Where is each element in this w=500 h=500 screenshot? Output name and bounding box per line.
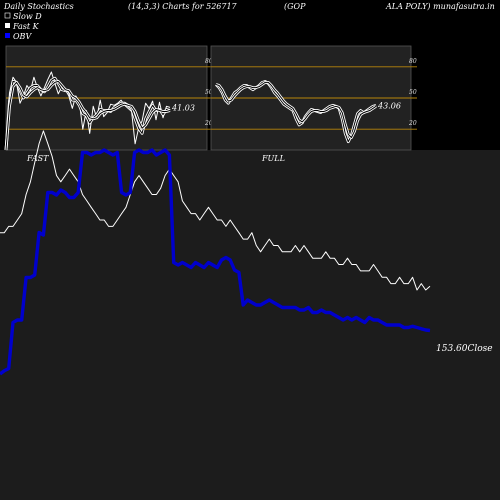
- obv-line: [0, 148, 431, 376]
- fast-panel-title: FAST: [26, 154, 49, 163]
- main-panel: [0, 150, 500, 500]
- chart-title: Daily Stochastics: [3, 2, 74, 11]
- price-line: [0, 130, 431, 291]
- full-stochastic-panel: FULL 43.06 80 50 20: [210, 45, 417, 163]
- close-price-label: 153.60Close: [436, 344, 493, 354]
- legend-label-obv: OBV: [13, 32, 32, 41]
- legend-swatch-fast-k: [5, 23, 10, 28]
- legend-label-slow-d: Slow D: [13, 12, 42, 21]
- fast-tick-50: 50: [205, 89, 213, 96]
- full-panel-title: FULL: [261, 154, 285, 163]
- fast-stochastic-panel: FAST 41.03 80 50 20: [4, 45, 213, 163]
- chart-params: (14,3,3) Charts for 526717: [128, 2, 238, 11]
- legend-label-fast-k: Fast K: [12, 22, 40, 31]
- legend: Slow D Fast K OBV: [4, 12, 42, 41]
- price-obv-panel: 153.60Close: [0, 130, 493, 376]
- fast-tick-80: 80: [205, 58, 213, 65]
- full-last-value: 43.06: [377, 101, 401, 110]
- full-tick-80: 80: [409, 58, 417, 65]
- fast-last-value: 41.03: [171, 103, 195, 112]
- company-name-part-a: (GOP: [284, 2, 306, 11]
- full-tick-50: 50: [409, 89, 417, 96]
- fast-series-2-line: [5, 80, 171, 151]
- full-series-1-line: [215, 81, 377, 138]
- legend-swatch-obv: [5, 33, 10, 38]
- legend-swatch-slow-d: [4, 12, 11, 19]
- full-series-0-line: [215, 80, 377, 143]
- full-tick-20: 20: [408, 120, 417, 127]
- fast-tick-20: 20: [204, 120, 213, 127]
- company-name-part-b: ALA POLY) munafasutra.in: [385, 2, 495, 11]
- fast-series-1-line: [5, 77, 171, 151]
